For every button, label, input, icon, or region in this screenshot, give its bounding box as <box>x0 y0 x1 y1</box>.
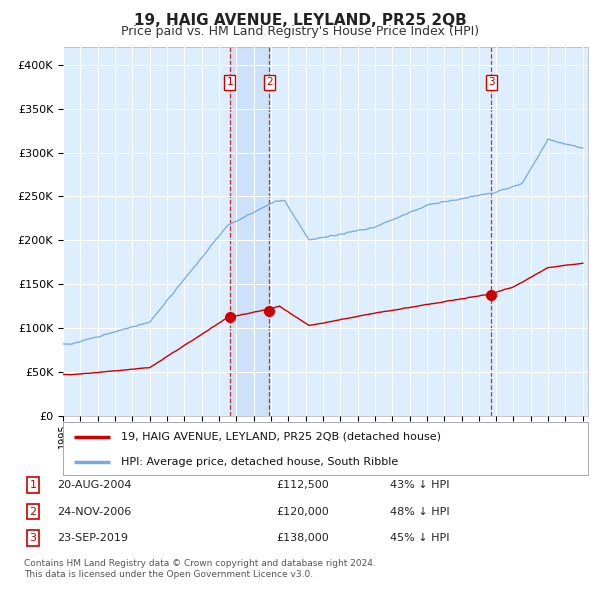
Text: £120,000: £120,000 <box>276 507 329 516</box>
Text: Price paid vs. HM Land Registry's House Price Index (HPI): Price paid vs. HM Land Registry's House … <box>121 25 479 38</box>
Text: 23-SEP-2019: 23-SEP-2019 <box>57 533 128 543</box>
Text: HPI: Average price, detached house, South Ribble: HPI: Average price, detached house, Sout… <box>121 457 398 467</box>
Text: 1: 1 <box>29 480 37 490</box>
Text: 3: 3 <box>29 533 37 543</box>
Text: 1: 1 <box>227 77 233 87</box>
Text: 19, HAIG AVENUE, LEYLAND, PR25 2QB (detached house): 19, HAIG AVENUE, LEYLAND, PR25 2QB (deta… <box>121 432 441 442</box>
Text: 3: 3 <box>488 77 495 87</box>
Text: 2: 2 <box>266 77 272 87</box>
Text: £112,500: £112,500 <box>276 480 329 490</box>
Text: £138,000: £138,000 <box>276 533 329 543</box>
Text: 48% ↓ HPI: 48% ↓ HPI <box>390 507 449 516</box>
Text: This data is licensed under the Open Government Licence v3.0.: This data is licensed under the Open Gov… <box>24 571 313 579</box>
Text: 20-AUG-2004: 20-AUG-2004 <box>57 480 131 490</box>
Text: 43% ↓ HPI: 43% ↓ HPI <box>390 480 449 490</box>
Text: 19, HAIG AVENUE, LEYLAND, PR25 2QB: 19, HAIG AVENUE, LEYLAND, PR25 2QB <box>134 13 466 28</box>
Text: Contains HM Land Registry data © Crown copyright and database right 2024.: Contains HM Land Registry data © Crown c… <box>24 559 376 568</box>
Bar <box>230 47 269 416</box>
Text: 24-NOV-2006: 24-NOV-2006 <box>57 507 131 516</box>
Text: 45% ↓ HPI: 45% ↓ HPI <box>390 533 449 543</box>
Text: 2: 2 <box>29 507 37 516</box>
